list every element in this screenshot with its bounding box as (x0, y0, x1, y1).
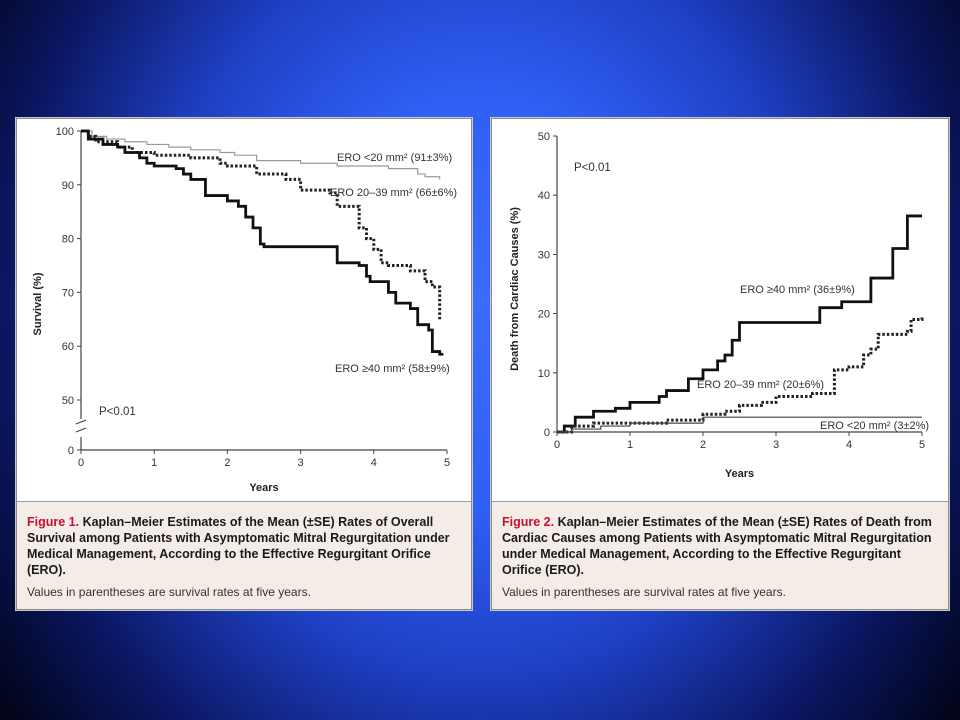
x-axis-label: Years (725, 468, 754, 480)
survival-chart: 0 50 60 70 80 90 100 0 1 2 3 4 5 Years Survival (%) P<0… (32, 126, 457, 494)
figure-1-caption: Figure 1. Kaplan–Meier Estimates of the … (17, 501, 471, 609)
label-ero-lt20: ERO <20 mm² (3±2%) (820, 420, 929, 432)
x-tick-label: 0 (78, 457, 84, 469)
axis-break-mark (75, 419, 87, 433)
x-tick-label: 0 (554, 439, 560, 451)
y-axis-label: Death from Cardiac Causes (%) (509, 207, 521, 371)
figure-1-caption-text: Figure 1. Kaplan–Meier Estimates of the … (27, 514, 461, 578)
x-tick-label: 2 (700, 439, 706, 451)
figure-2-caption: Figure 2. Kaplan–Meier Estimates of the … (492, 501, 948, 609)
x-tick-label: 3 (773, 439, 779, 451)
x-tick-label: 3 (298, 457, 304, 469)
label-ero-20-39: ERO 20–39 mm² (66±6%) (330, 187, 457, 199)
label-ero-lt20: ERO <20 mm² (91±3%) (337, 152, 452, 164)
figure-2-note: Values in parentheses are survival rates… (502, 585, 786, 599)
figure-2-caption-text: Figure 2. Kaplan–Meier Estimates of the … (502, 514, 938, 578)
figure-1-note: Values in parentheses are survival rates… (27, 585, 311, 599)
y-tick-label: 100 (56, 126, 74, 138)
y-tick-label: 40 (538, 190, 550, 202)
x-axis-label: Years (249, 482, 278, 494)
x-tick-label: 1 (151, 457, 157, 469)
y-tick-label: 10 (538, 368, 550, 380)
x-tick-label: 5 (444, 457, 450, 469)
x-tick-label: 4 (371, 457, 377, 469)
series-ero-20-39-line (81, 129, 442, 320)
x-tick-label: 1 (627, 439, 633, 451)
x-tick-label: 4 (846, 439, 852, 451)
y-axis-label: Survival (%) (32, 272, 44, 335)
label-ero-20-39: ERO 20–39 mm² (20±6%) (697, 379, 824, 391)
y-tick-label: 0 (68, 445, 74, 457)
y-tick-label: 70 (62, 287, 74, 299)
figure-1-panel: 0 50 60 70 80 90 100 0 1 2 3 4 5 Years Survival (%) P<0… (16, 118, 472, 610)
p-value-annotation: P<0.01 (574, 162, 611, 174)
y-tick-label: 0 (544, 427, 550, 439)
figure-2-panel: 0 10 20 30 40 50 0 1 2 3 4 5 Years Death from Cardiac… (491, 118, 949, 610)
y-tick-label: 50 (538, 131, 550, 143)
y-tick-label: 60 (62, 341, 74, 353)
p-value-annotation: P<0.01 (99, 406, 136, 418)
y-tick-label: 80 (62, 234, 74, 246)
label-ero-ge40: ERO ≥40 mm² (36±9%) (740, 284, 855, 296)
series-ero-lt20-line (81, 130, 441, 180)
series-ero-ge40-line (81, 129, 444, 356)
label-ero-ge40: ERO ≥40 mm² (58±9%) (335, 363, 450, 375)
figure-2-caption-main: Kaplan–Meier Estimates of the Mean (±SE)… (502, 515, 932, 577)
cardiac-death-chart: 0 10 20 30 40 50 0 1 2 3 4 5 Years Death from Cardiac… (509, 131, 929, 480)
series-ero-20-39-line (557, 316, 924, 434)
series-ero-ge40-line (557, 214, 922, 434)
figure-1-label: Figure 1. (27, 515, 80, 529)
figure-2-label: Figure 2. (502, 515, 555, 529)
figure-1-caption-main: Kaplan–Meier Estimates of the Mean (±SE)… (27, 515, 450, 577)
y-tick-label: 50 (62, 395, 74, 407)
y-tick-label: 90 (62, 180, 74, 192)
x-tick-label: 5 (919, 439, 925, 451)
y-tick-label: 30 (538, 249, 550, 261)
x-tick-label: 2 (224, 457, 230, 469)
series-ero-lt20-line (557, 416, 922, 433)
y-tick-label: 20 (538, 309, 550, 321)
